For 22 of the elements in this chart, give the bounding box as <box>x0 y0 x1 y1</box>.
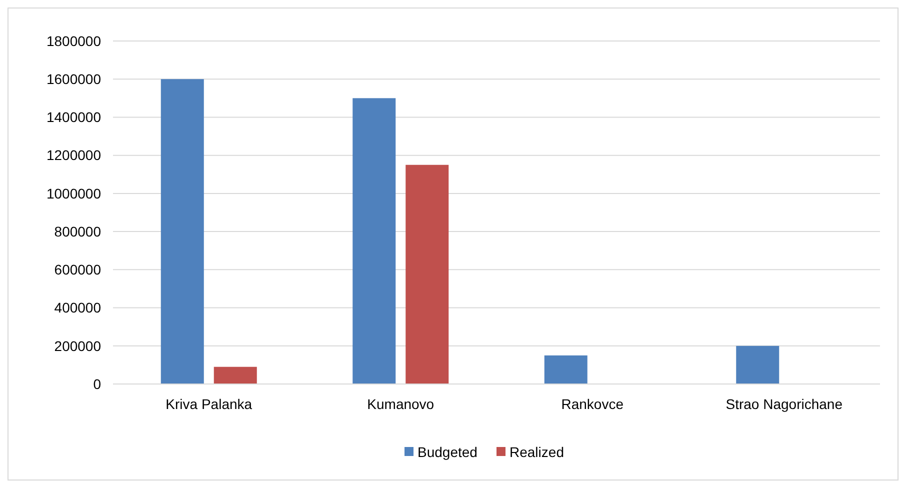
y-tick-label: 1000000 <box>46 185 102 202</box>
y-tick-label: 400000 <box>54 300 102 316</box>
y-tick-label: 0 <box>93 376 102 392</box>
y-tick-label: 800000 <box>54 223 102 240</box>
x-tick-label: Kriva Palanka <box>166 396 252 412</box>
y-tick-label: 600000 <box>54 262 102 278</box>
bar <box>160 79 204 384</box>
y-tick-label: 200000 <box>54 338 102 354</box>
bar <box>352 98 396 384</box>
y-tick-label: 1400000 <box>46 109 102 126</box>
bar <box>544 355 588 384</box>
legend-label: Budgeted <box>418 444 478 460</box>
bar <box>406 164 449 384</box>
x-tick-label: Rankovce <box>561 396 624 412</box>
x-tick-label: Strao Nagorichane <box>726 396 843 412</box>
y-tick-label: 1800000 <box>46 32 102 49</box>
bar <box>736 346 780 384</box>
legend-label: Realized <box>510 444 564 460</box>
bar <box>214 366 257 384</box>
y-tick-label: 1200000 <box>46 147 102 164</box>
x-tick-label: Kumanovo <box>367 396 434 412</box>
y-tick-label: 1600000 <box>46 71 102 88</box>
